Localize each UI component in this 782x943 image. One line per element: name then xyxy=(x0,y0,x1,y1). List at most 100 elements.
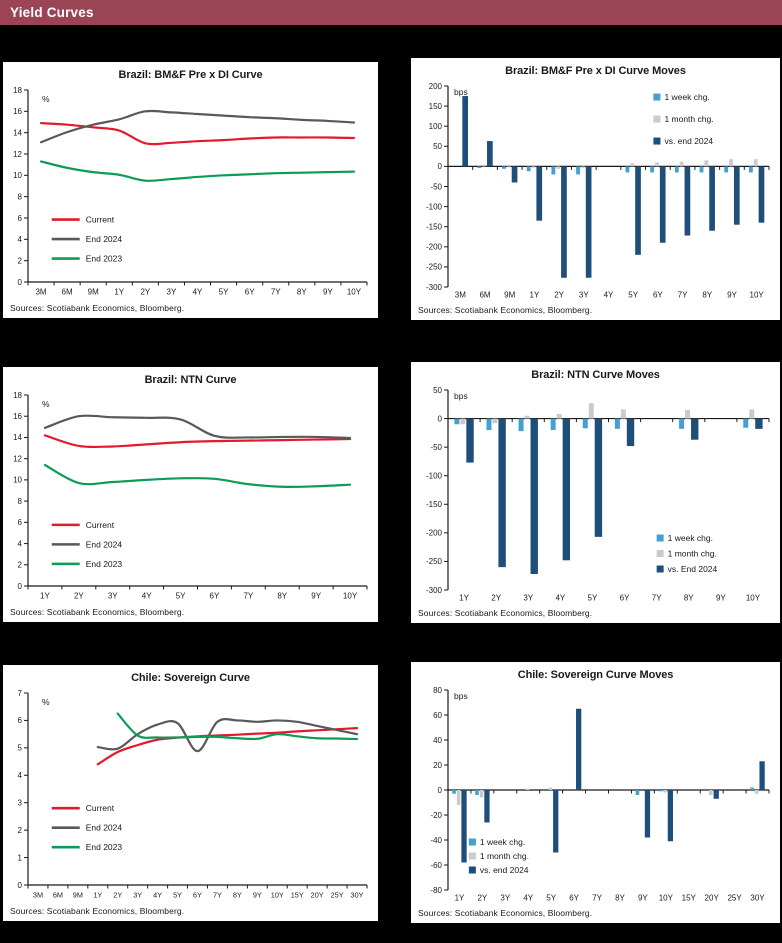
svg-text:18: 18 xyxy=(13,391,22,400)
svg-text:1Y: 1Y xyxy=(114,288,124,297)
svg-text:2Y: 2Y xyxy=(554,291,564,300)
svg-text:6: 6 xyxy=(18,716,23,725)
svg-text:3M: 3M xyxy=(455,291,466,300)
svg-text:-100: -100 xyxy=(426,202,443,211)
line-current xyxy=(43,434,352,449)
svg-text:7Y: 7Y xyxy=(213,891,222,900)
svg-text:2Y: 2Y xyxy=(491,594,501,603)
bars-vs-end-2024 xyxy=(462,96,765,278)
svg-text:14: 14 xyxy=(13,128,22,137)
svg-text:2Y: 2Y xyxy=(74,592,84,601)
axis-unit-label: % xyxy=(42,94,50,104)
chart-sources: Sources: Scotiabank Economics, Bloomberg… xyxy=(418,907,593,918)
chart-legend: 1 week chg. 1 month chg. vs. End 2024 xyxy=(656,533,718,574)
bars-1-month-chg xyxy=(456,787,759,805)
svg-text:7Y: 7Y xyxy=(271,288,281,297)
svg-text:1Y: 1Y xyxy=(530,291,540,300)
svg-text:6Y: 6Y xyxy=(569,894,579,903)
svg-text:2: 2 xyxy=(18,826,23,835)
chart-legend: Current End 2024 End 2023 xyxy=(51,803,123,852)
svg-text:9M: 9M xyxy=(88,288,99,297)
chart-plot-area: 0 2 4 6 8 10 12 14 16 18% 1Y 2Y 3Y 4Y 5Y 6Y 7Y 8Y 9Y 10Y Cur… xyxy=(3,386,378,608)
svg-text:15Y: 15Y xyxy=(682,894,697,903)
line-end-2024 xyxy=(96,718,359,753)
axis-unit-label: % xyxy=(42,697,50,707)
chart-title: Brazil: BM&F Pre x DI Curve Moves xyxy=(505,65,686,77)
svg-text:6M: 6M xyxy=(53,891,63,900)
brazil-bmf-curve-canvas: 0 2 4 6 8 10 12 14 16 18% 3M 6M 9M 1Y 2Y 3Y 4Y 5Y 6Y 7Y 8Y 9Y… xyxy=(13,86,368,297)
svg-text:-80: -80 xyxy=(430,886,442,895)
svg-text:10Y: 10Y xyxy=(746,594,761,603)
chart-panel-chile-sovereign-curve: Chile: Sovereign Curve 0 1 2 3 4 5 6 7% 3M 6M 9M 1Y… xyxy=(3,665,378,921)
svg-text:0: 0 xyxy=(438,414,443,423)
line-end-2023 xyxy=(43,463,352,489)
chart-plot-area: 0 2 4 6 8 10 12 14 16 18% 3M 6M 9M 1Y 2Y 3Y 4Y 5Y 6Y 7Y 8Y 9Y… xyxy=(3,81,378,304)
svg-text:-200: -200 xyxy=(426,529,443,538)
svg-text:-250: -250 xyxy=(426,557,443,566)
line-current xyxy=(96,727,359,766)
svg-text:14: 14 xyxy=(13,433,22,442)
svg-text:6: 6 xyxy=(18,214,23,223)
axis-unit-label: % xyxy=(42,399,50,409)
svg-text:0: 0 xyxy=(18,881,23,890)
svg-text:30Y: 30Y xyxy=(351,891,364,900)
svg-text:-50: -50 xyxy=(430,443,442,452)
svg-text:vs. end 2024: vs. end 2024 xyxy=(480,865,529,875)
chart-sources: Sources: Scotiabank Economics, Bloomberg… xyxy=(10,905,185,916)
svg-text:-150: -150 xyxy=(426,500,443,509)
svg-text:4Y: 4Y xyxy=(555,594,565,603)
svg-text:60: 60 xyxy=(433,711,442,720)
axis-unit-label: bps xyxy=(454,391,468,401)
chile-sovereign-curve-canvas: 0 1 2 3 4 5 6 7% 3M 6M 9M 1Y 2Y 3Y 4Y 5Y 6Y 7Y 8Y 9Y 10Y 15Y 2… xyxy=(18,689,368,900)
svg-text:5Y: 5Y xyxy=(176,592,186,601)
svg-text:3Y: 3Y xyxy=(167,288,177,297)
svg-text:4Y: 4Y xyxy=(193,288,203,297)
svg-text:6: 6 xyxy=(18,518,23,527)
svg-text:3Y: 3Y xyxy=(579,291,589,300)
svg-text:8: 8 xyxy=(18,192,23,201)
svg-text:7: 7 xyxy=(18,689,23,698)
chart-legend: 1 week chg. 1 month chg. vs. end 2024 xyxy=(468,837,529,875)
svg-text:4Y: 4Y xyxy=(153,891,162,900)
svg-text:3M: 3M xyxy=(35,288,46,297)
chart-panel-chile-sovereign-moves: Chile: Sovereign Curve Moves -80 -60 -40 -2… xyxy=(411,662,780,923)
svg-text:40: 40 xyxy=(433,736,442,745)
svg-text:9M: 9M xyxy=(73,891,83,900)
chart-sources: Sources: Scotiabank Economics, Bloomberg… xyxy=(10,302,185,313)
svg-text:20Y: 20Y xyxy=(311,891,324,900)
svg-text:6Y: 6Y xyxy=(193,891,202,900)
svg-text:3M: 3M xyxy=(33,891,43,900)
chart-title: Chile: Sovereign Curve xyxy=(131,672,250,684)
svg-text:5Y: 5Y xyxy=(219,288,229,297)
svg-text:Current: Current xyxy=(86,215,115,225)
svg-text:1Y: 1Y xyxy=(93,891,102,900)
svg-text:4: 4 xyxy=(18,235,23,244)
svg-text:150: 150 xyxy=(429,102,443,111)
chart-title: Chile: Sovereign Curve Moves xyxy=(517,669,674,681)
svg-text:9M: 9M xyxy=(504,291,515,300)
bars-1-month-chg xyxy=(460,403,755,425)
svg-text:10Y: 10Y xyxy=(659,894,674,903)
svg-text:9Y: 9Y xyxy=(727,291,737,300)
svg-text:0: 0 xyxy=(18,278,23,287)
svg-text:5: 5 xyxy=(18,744,23,753)
svg-text:-20: -20 xyxy=(430,811,442,820)
svg-text:12: 12 xyxy=(13,454,22,463)
svg-text:0: 0 xyxy=(438,162,443,171)
svg-text:1 month chg.: 1 month chg. xyxy=(664,114,713,124)
svg-text:6M: 6M xyxy=(62,288,73,297)
chart-panel-brazil-ntn-curve: Brazil: NTN Curve 0 2 4 6 8 10 12 14 16 18% 1Y 2Y 3Y… xyxy=(3,367,378,622)
svg-text:End 2024: End 2024 xyxy=(86,823,123,833)
svg-text:9Y: 9Y xyxy=(323,288,333,297)
svg-text:5Y: 5Y xyxy=(173,891,182,900)
svg-text:-300: -300 xyxy=(426,586,443,595)
svg-text:End 2023: End 2023 xyxy=(86,559,123,569)
svg-text:End 2023: End 2023 xyxy=(86,842,123,852)
chart-panel-brazil-bmf-moves: Brazil: BM&F Pre x DI Curve Moves -300 -2… xyxy=(411,58,780,320)
axis-unit-label: bps xyxy=(454,691,468,701)
line-end-2024 xyxy=(39,109,356,144)
svg-text:5Y: 5Y xyxy=(588,594,598,603)
svg-text:8Y: 8Y xyxy=(233,891,242,900)
chart-panel-brazil-bmf-curve: Brazil: BM&F Pre x DI Curve 0 2 4 6 8 10 12 14 1… xyxy=(3,62,378,318)
svg-text:7Y: 7Y xyxy=(592,894,602,903)
